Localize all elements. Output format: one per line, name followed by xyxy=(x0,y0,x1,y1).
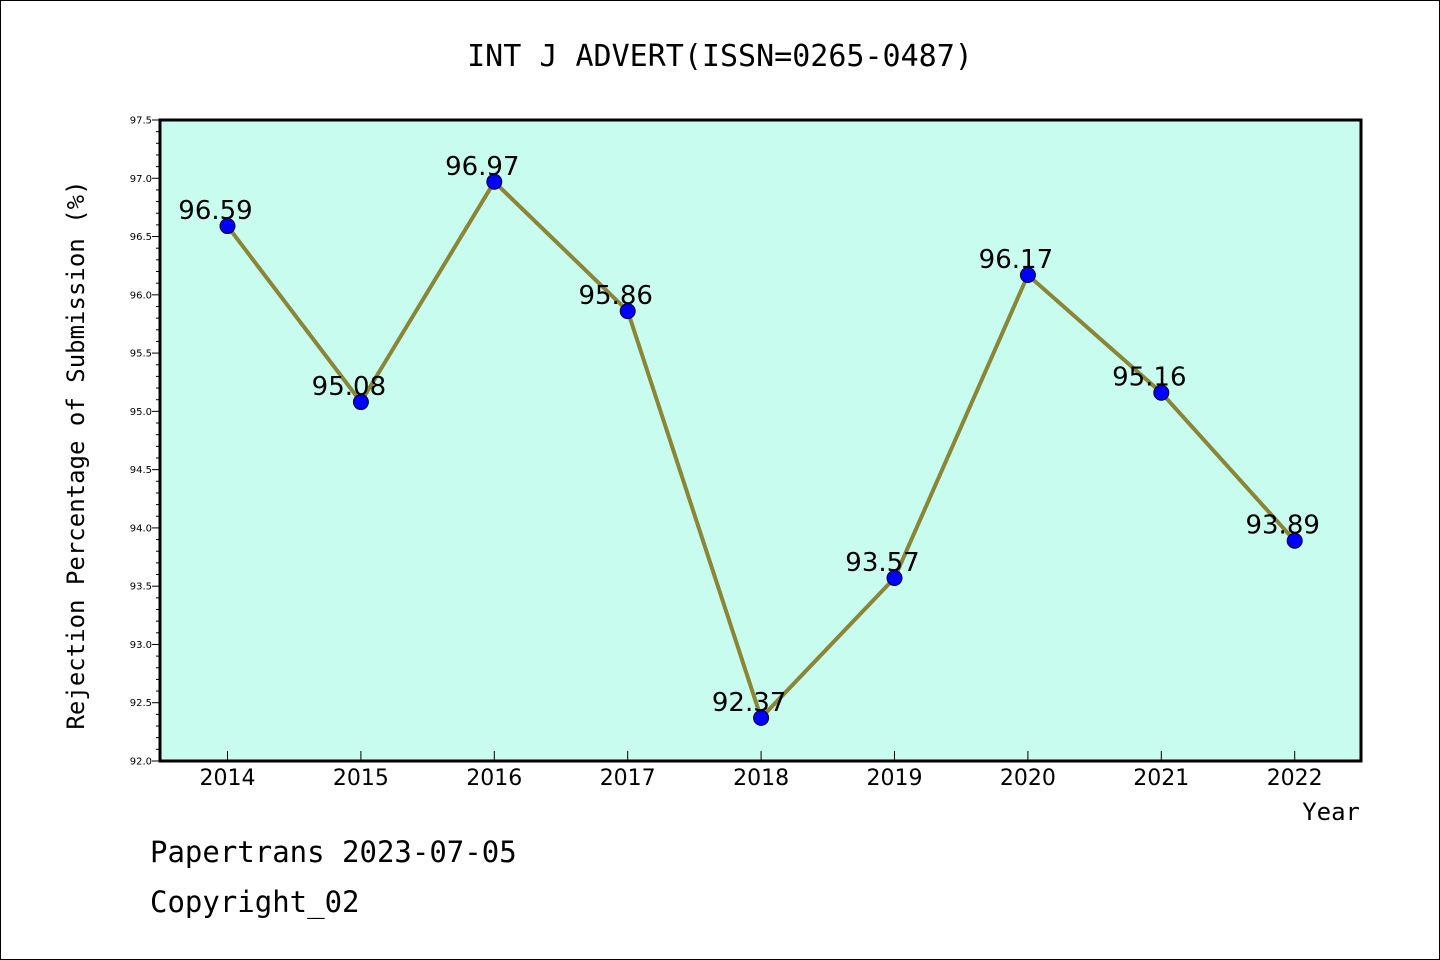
y-tick-label: 94.0 xyxy=(130,523,152,534)
data-label: 95.16 xyxy=(1112,363,1186,393)
x-tick-label: 2017 xyxy=(600,766,656,791)
data-point xyxy=(753,709,770,726)
data-point xyxy=(1286,532,1303,549)
x-tick-label: 2019 xyxy=(867,766,923,791)
x-tick-label: 2022 xyxy=(1267,766,1323,791)
chart-title: INT J ADVERT(ISSN=0265-0487) xyxy=(467,39,973,74)
x-tick-label: 2021 xyxy=(1133,766,1189,791)
plot-border xyxy=(158,118,1363,763)
footer-date: Papertrans 2023-07-05 xyxy=(150,835,517,869)
y-tick-label: 92.5 xyxy=(130,698,152,709)
data-label: 95.08 xyxy=(312,372,386,402)
x-tick-label: 2020 xyxy=(1000,766,1056,791)
x-tick-label: 2018 xyxy=(733,766,789,791)
x-tick-label: 2014 xyxy=(200,766,256,791)
y-axis: 92.0 92.5 93.0 93.5 94.0 94.5 95.0 95.5 96.0 96.5… xyxy=(130,116,160,768)
data-point xyxy=(886,570,903,587)
data-label: 95.86 xyxy=(578,281,652,311)
x-tick-label: 2016 xyxy=(466,766,522,791)
data-point xyxy=(1153,384,1170,401)
y-tick-label: 93.5 xyxy=(130,582,152,593)
data-label: 96.59 xyxy=(178,196,252,226)
y-tick-label: 96.0 xyxy=(130,290,152,301)
data-label: 96.97 xyxy=(445,152,519,182)
data-point xyxy=(219,218,236,235)
footer-copyright: Copyright_02 xyxy=(150,885,360,919)
data-point xyxy=(1019,267,1036,284)
x-tick-label: 2015 xyxy=(333,766,389,791)
y-tick-label: 97.5 xyxy=(130,116,152,127)
y-tick-label: 95.0 xyxy=(130,407,152,418)
plot-area xyxy=(160,120,1361,761)
data-points xyxy=(219,173,1303,726)
data-label: 93.89 xyxy=(1245,511,1319,541)
data-point xyxy=(486,173,503,190)
data-point xyxy=(619,303,636,320)
y-tick-label: 93.0 xyxy=(130,640,152,651)
data-label: 96.17 xyxy=(979,245,1053,275)
y-tick-label: 97.0 xyxy=(130,174,152,185)
data-label: 93.57 xyxy=(845,548,919,578)
x-axis-label: Year xyxy=(1302,798,1360,826)
x-axis: 2014 2015 2016 2017 2018 2019 2020 2021 2022 xyxy=(200,751,1323,791)
data-point xyxy=(352,394,369,411)
y-tick-label: 96.5 xyxy=(130,232,152,243)
y-tick-label: 95.5 xyxy=(130,349,152,360)
y-tick-label: 94.5 xyxy=(130,465,152,476)
y-axis-label: Rejection Percentage of Submission (%) xyxy=(62,180,90,729)
data-label: 92.37 xyxy=(712,688,786,718)
y-tick-label: 92.0 xyxy=(130,757,152,768)
data-labels: 96.59 95.08 96.97 95.86 92.37 93.57 96.17 95.16… xyxy=(178,152,1320,718)
